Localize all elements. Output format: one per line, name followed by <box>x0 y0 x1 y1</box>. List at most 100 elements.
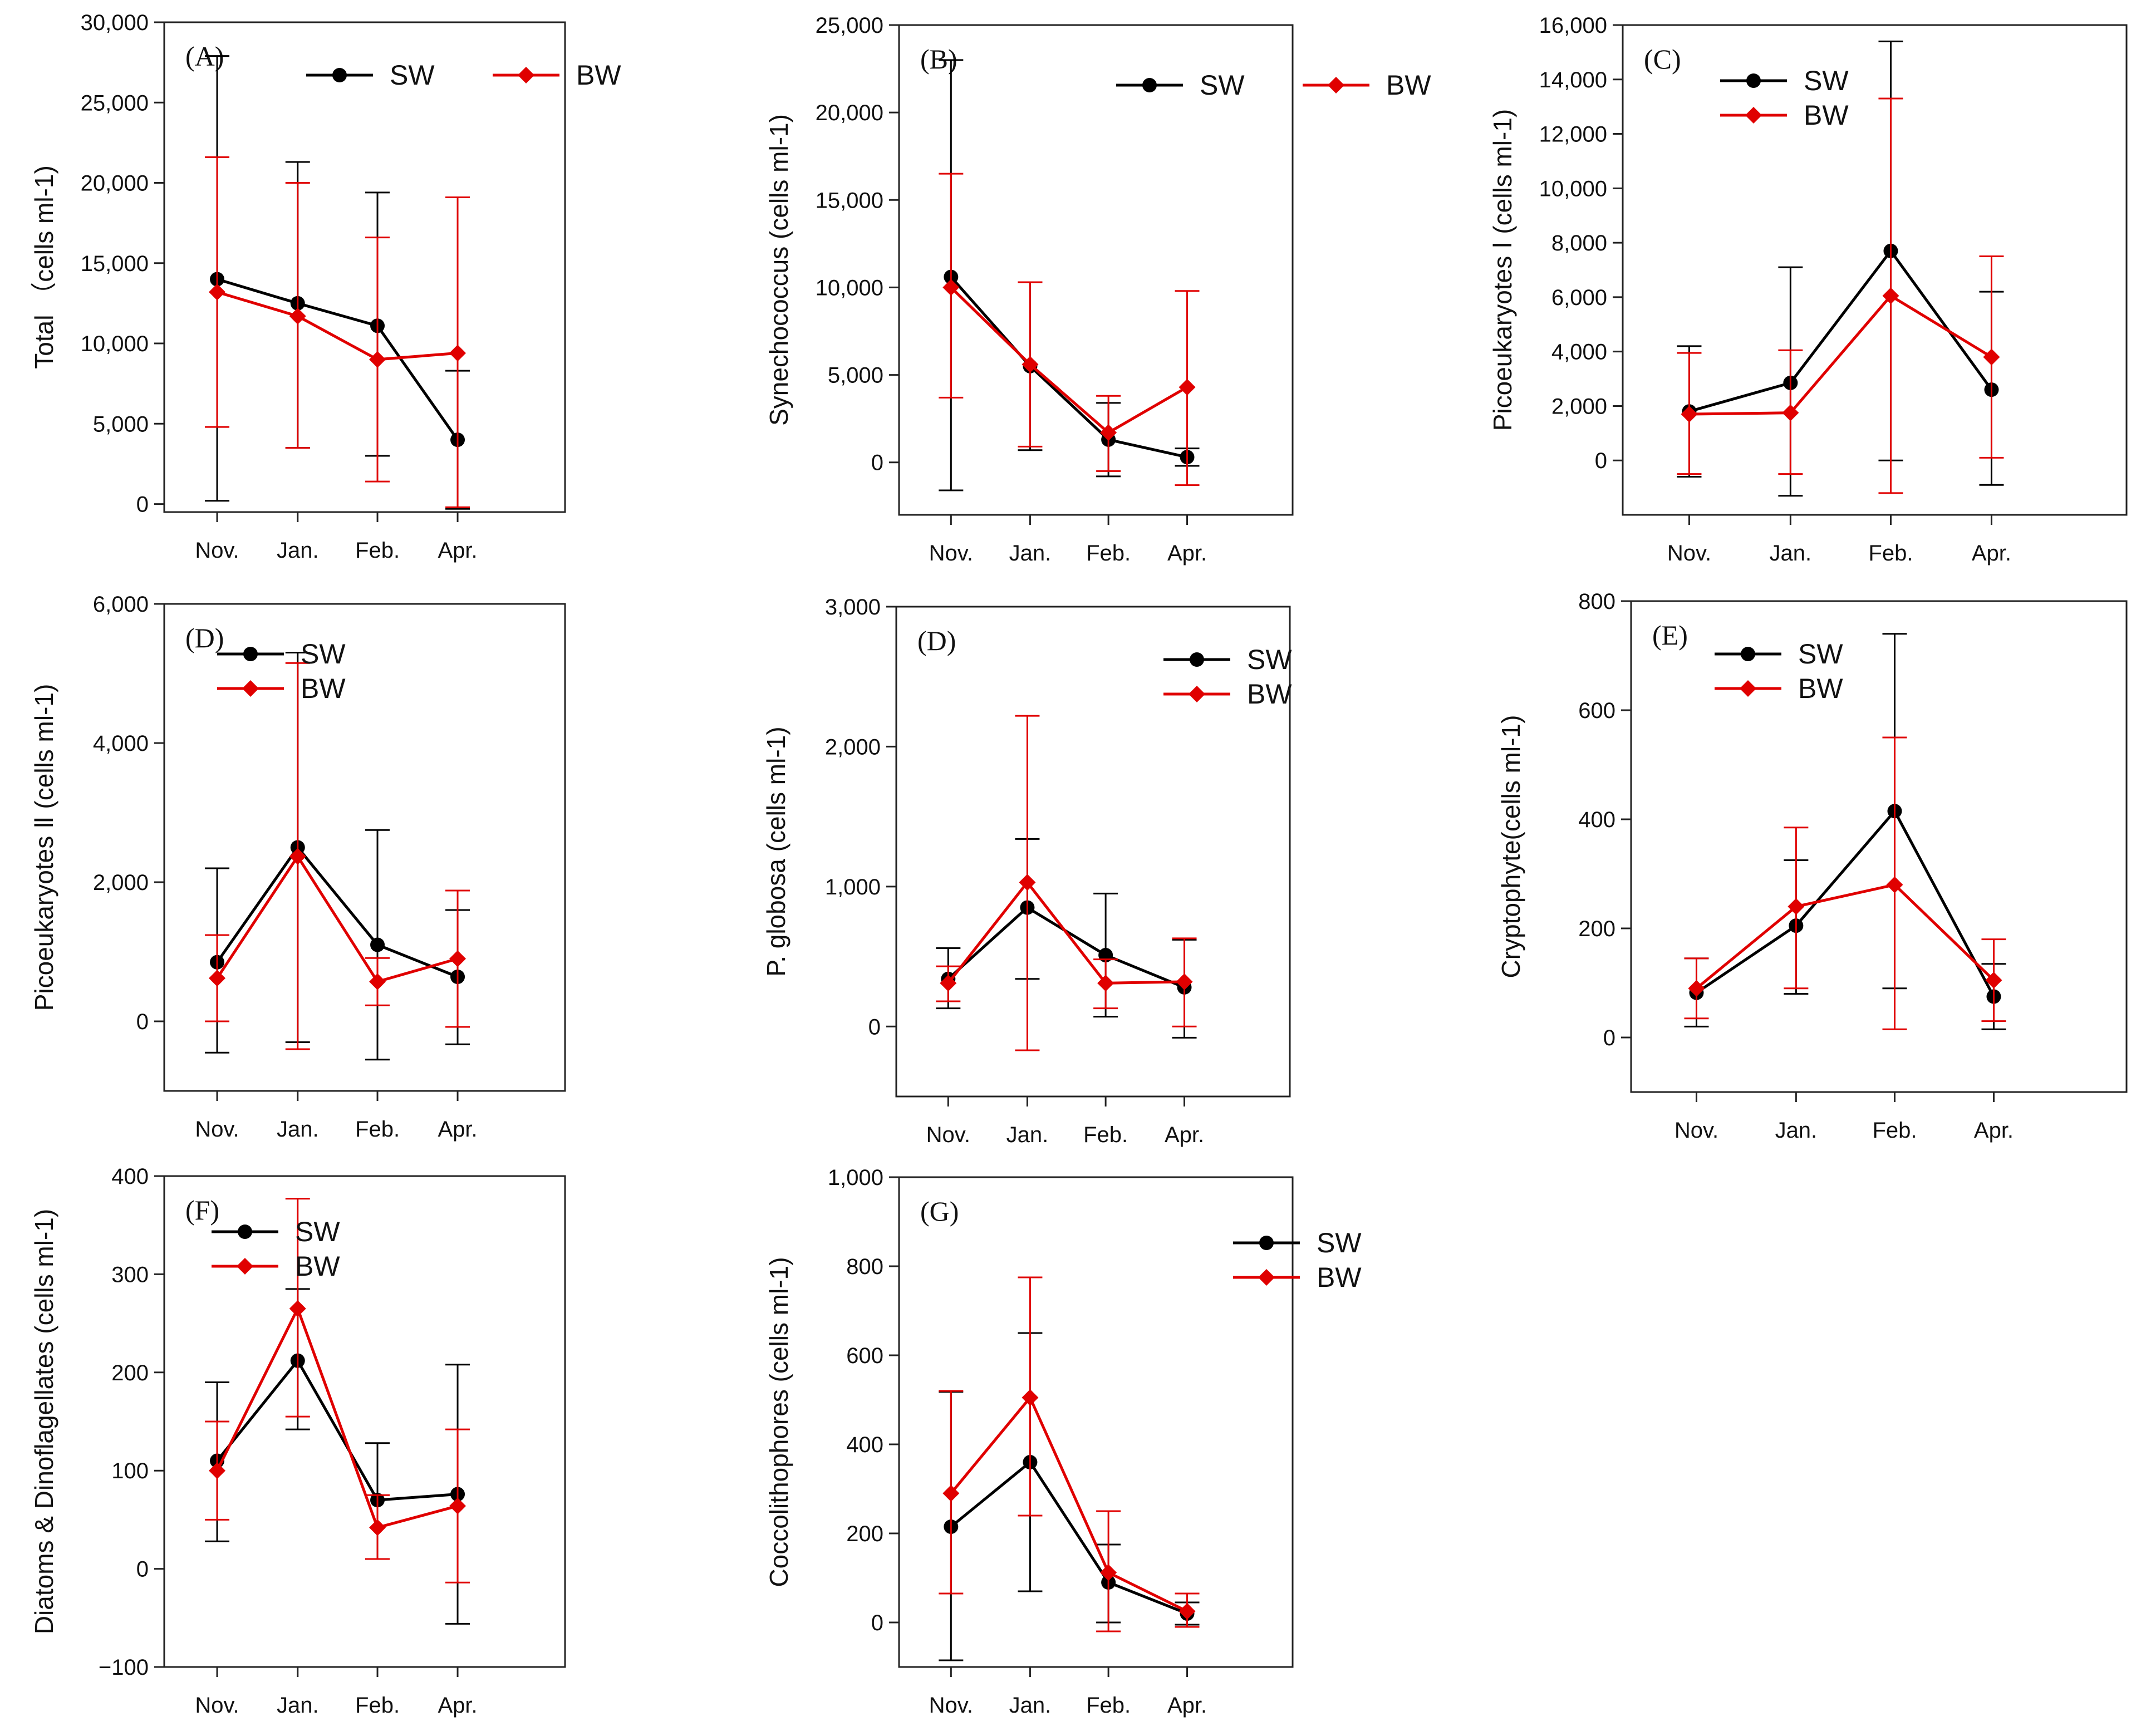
legend-marker <box>242 680 259 697</box>
x-tick-label: Jan. <box>1006 1123 1049 1147</box>
y-tick-label: 20,000 <box>816 101 883 125</box>
legend-label: SW <box>1317 1227 1362 1258</box>
series-bw <box>1677 97 2004 494</box>
x-tick-label: Apr. <box>438 538 477 563</box>
y-tick-label: 0 <box>871 1611 883 1635</box>
series-sw <box>939 1332 1200 1661</box>
series-bw <box>1684 736 2006 1030</box>
y-tick-label: 600 <box>846 1344 883 1368</box>
y-tick-label: 400 <box>111 1164 149 1189</box>
y-tick-label: 100 <box>111 1459 149 1483</box>
series-line <box>1689 294 1992 416</box>
x-tick-label: Nov. <box>1667 541 1711 565</box>
x-tick-label: Nov. <box>195 1117 239 1142</box>
x-tick-label: Feb. <box>1872 1118 1917 1143</box>
x-tick-label: Apr. <box>1974 1118 2014 1143</box>
x-tick-label: Apr. <box>1972 541 2011 565</box>
legend-label: SW <box>390 60 435 91</box>
plot-frame <box>898 1176 1294 1668</box>
legend-marker <box>243 647 258 661</box>
legend-label: SW <box>1798 638 1843 670</box>
x-tick-label: Feb. <box>355 1693 400 1718</box>
x-tick-label: Nov. <box>1675 1118 1718 1143</box>
y-tick-label: 12,000 <box>1539 122 1607 147</box>
chart-panel: 0 200 400 600 800 1,000 Nov. Jan. Feb. Apr. Coccol… <box>764 1165 1362 1718</box>
legend-label: SW <box>1247 644 1292 675</box>
series-line <box>217 278 459 441</box>
x-tick-label: Jan. <box>1009 1693 1052 1718</box>
y-axis-title: Picoeukaryotes Ⅰ (cells ml-1) <box>1488 109 1517 431</box>
series-sw <box>205 1288 470 1625</box>
x-tick-label: Jan. <box>1775 1118 1818 1143</box>
data-point <box>1983 348 2000 366</box>
y-tick-label: 0 <box>136 1010 149 1034</box>
data-point <box>449 345 466 362</box>
y-tick-label: 14,000 <box>1539 68 1607 92</box>
data-point <box>209 1462 226 1479</box>
series-sw <box>939 59 1200 491</box>
data-point <box>289 848 306 865</box>
y-tick-label: 25,000 <box>816 13 883 38</box>
series-sw <box>936 838 1197 1039</box>
series-line <box>215 854 458 983</box>
data-point <box>942 1485 960 1502</box>
legend-marker <box>1189 686 1205 702</box>
data-point <box>1985 972 2002 989</box>
series-line <box>1695 883 1995 990</box>
y-tick-label: 400 <box>846 1433 883 1457</box>
data-point <box>1886 876 1903 893</box>
y-tick-label: 800 <box>846 1255 883 1279</box>
series-line <box>947 906 1185 989</box>
y-axis-title: Cryptophyte(cells ml-1) <box>1496 715 1525 978</box>
panel-label: (E) <box>1652 619 1688 651</box>
series-line <box>216 1358 458 1502</box>
x-tick-label: Jan. <box>277 1693 319 1718</box>
data-point <box>369 351 386 368</box>
legend-label: BW <box>1386 70 1431 101</box>
data-point <box>1019 874 1036 891</box>
data-point <box>369 973 386 990</box>
y-tick-label: 3,000 <box>825 595 881 619</box>
y-tick-label: 6,000 <box>1551 286 1607 310</box>
series-line <box>950 1395 1188 1613</box>
chart-panel: 0 5,000 10,000 15,000 20,000 25,000 30,000 Nov.… <box>30 11 621 563</box>
data-point <box>1782 404 1799 421</box>
data-point <box>1097 975 1114 992</box>
legend-label: SW <box>295 1216 340 1247</box>
y-tick-label: 1,000 <box>825 875 881 899</box>
y-tick-label: 16,000 <box>1539 13 1607 38</box>
series-bw <box>939 173 1200 486</box>
y-tick-label: 5,000 <box>93 412 149 436</box>
x-tick-label: Nov. <box>929 1693 973 1718</box>
data-point <box>1681 406 1698 423</box>
y-tick-label: 2,000 <box>1551 394 1607 419</box>
x-tick-label: Feb. <box>1868 541 1913 565</box>
y-tick-label: 15,000 <box>81 252 149 276</box>
data-point <box>940 975 957 992</box>
legend-label: BW <box>1804 100 1849 131</box>
series-line <box>215 1305 458 1530</box>
plot-frame <box>163 1175 566 1668</box>
x-tick-label: Nov. <box>195 1693 239 1718</box>
legend-label: BW <box>301 673 346 704</box>
chart-panel: 0 2,000 4,000 6,000 Nov. Jan. Feb. Apr. Picoeuka… <box>30 592 566 1142</box>
legend-marker <box>518 67 534 83</box>
x-tick-label: Feb. <box>1083 1123 1128 1147</box>
series-sw <box>205 652 470 1061</box>
chart-panel: 0 1,000 2,000 3,000 Nov. Jan. Feb. Apr. P. globo… <box>762 595 1292 1147</box>
data-point <box>209 970 226 987</box>
legend-marker <box>1746 73 1761 88</box>
x-tick-label: Jan. <box>277 538 319 563</box>
y-tick-label: 20,000 <box>81 171 149 196</box>
series-sw <box>205 55 470 510</box>
data-point <box>449 1497 466 1514</box>
chart-panel: −100 0 100 200 300 400 Nov. Jan. Feb. Apr. Diatoms… <box>30 1164 566 1718</box>
x-tick-label: Feb. <box>355 1117 400 1142</box>
y-tick-label: 15,000 <box>816 188 883 213</box>
x-tick-label: Feb. <box>1086 1693 1131 1718</box>
